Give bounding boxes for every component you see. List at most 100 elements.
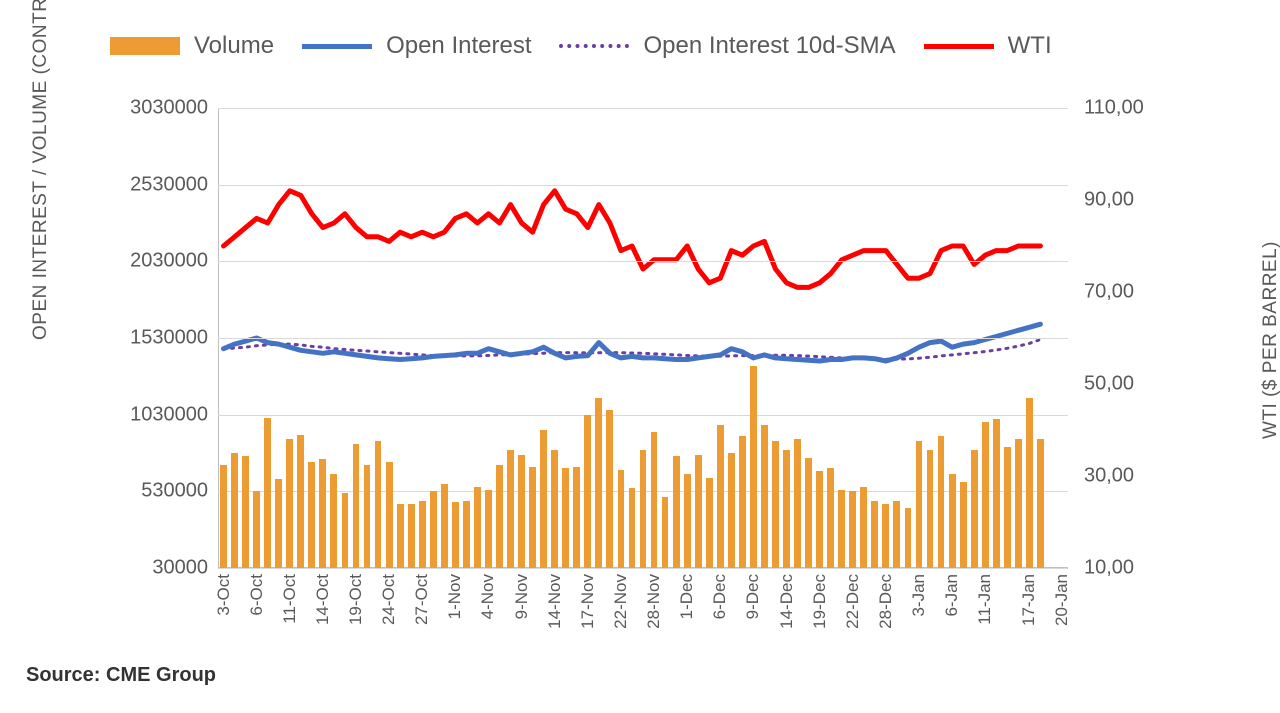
x-tick-label: 4-Nov [478,574,498,619]
y-axis-right-title: WTI ($ PER BARREL) [1260,241,1280,439]
x-tick-label: 22-Dec [843,574,863,629]
x-tick-label: 11-Oct [280,574,300,624]
volume-bar [573,467,580,568]
volume-bar [540,430,547,568]
volume-bar [264,418,271,568]
volume-bar [927,450,934,568]
y-left-tick-label: 2530000 [130,173,208,196]
volume-bar [794,439,801,568]
x-tick-label: 14-Nov [545,574,565,629]
volume-bar [319,459,326,568]
volume-swatch [110,37,180,55]
volume-bar [739,436,746,568]
chart-container: Volume Open Interest Open Interest 10d-S… [0,0,1280,713]
volume-bar [518,455,525,568]
y-left-tick-label: 3030000 [130,97,208,120]
y-left-tick-label: 2030000 [130,250,208,273]
volume-bar [893,501,900,568]
volume-bar [882,504,889,568]
x-tick-label: 20-Jan [1052,574,1072,626]
volume-bar [772,441,779,568]
x-tick-label: 1-Dec [677,574,697,619]
legend-item-volume: Volume [110,32,274,60]
volume-bar [905,508,912,568]
volume-bar [949,474,956,568]
volume-bar [673,456,680,568]
volume-bar [750,366,757,568]
x-tick-label: 17-Nov [578,574,598,629]
volume-bar [916,441,923,568]
x-tick-label: 22-Nov [611,574,631,629]
volume-bar [1004,447,1011,568]
legend-label-open-interest: Open Interest [386,32,531,60]
volume-bar [783,450,790,568]
y-left-tick-label: 1530000 [130,327,208,350]
legend-item-oi-sma: Open Interest 10d-SMA [559,32,895,60]
legend-item-wti: WTI [924,32,1052,60]
volume-bar [397,504,404,568]
oi-sma-swatch [559,44,629,48]
volume-bar [463,501,470,568]
gridline [218,415,1068,416]
volume-bar [375,441,382,568]
x-tick-label: 19-Dec [810,574,830,629]
x-tick-label: 6-Jan [942,574,962,617]
volume-bar [618,470,625,568]
x-tick-label: 14-Oct [313,574,333,625]
x-tick-label: 28-Dec [876,574,896,629]
x-tick-label: 6-Oct [247,574,267,616]
gridline [218,261,1068,262]
volume-bar [728,453,735,568]
volume-bar [717,425,724,568]
volume-bar [474,487,481,568]
volume-bar [253,491,260,568]
x-tick-label: 3-Jan [909,574,929,617]
y-left-tick-label: 1030000 [130,403,208,426]
volume-bar [386,462,393,568]
volume-bar [606,410,613,568]
volume-bar [242,456,249,568]
volume-bar [507,450,514,568]
volume-bar [364,465,371,568]
volume-bar [452,502,459,568]
open-interest-swatch [302,44,372,49]
x-tick-label: 9-Dec [743,574,763,619]
volume-bar [695,455,702,568]
x-tick-label: 1-Nov [445,574,465,619]
open-interest-line [224,324,1041,361]
legend-item-open-interest: Open Interest [302,32,531,60]
volume-bar [419,501,426,568]
volume-bar [684,474,691,568]
volume-bar [485,490,492,568]
volume-bar [584,415,591,568]
x-tick-label: 9-Nov [512,574,532,619]
volume-bar [838,490,845,568]
source-text: Source: CME Group [26,664,216,687]
x-tick-label: 19-Oct [346,574,366,625]
x-tick-label: 6-Dec [710,574,730,619]
volume-bar [860,487,867,568]
x-tick-label: 14-Dec [777,574,797,629]
volume-bar [496,465,503,568]
volume-bar [706,478,713,568]
y-right-tick-label: 70,00 [1084,281,1134,304]
y-right-tick-label: 110,00 [1084,97,1144,120]
volume-bar [286,439,293,568]
volume-bar [640,450,647,568]
volume-bar [1026,398,1033,568]
volume-bar [971,450,978,568]
volume-bar [551,450,558,568]
volume-bar [1037,439,1044,568]
x-tick-label: 24-Oct [379,574,399,625]
volume-bar [629,488,636,568]
gridline [218,185,1068,186]
volume-bar [430,491,437,568]
volume-bar [662,497,669,568]
x-tick-label: 3-Oct [214,574,234,616]
volume-bar [816,471,823,568]
volume-bar [651,432,658,568]
legend-label-oi-sma: Open Interest 10d-SMA [643,32,895,60]
volume-bar [353,444,360,568]
gridline [218,338,1068,339]
x-tick-label: 17-Jan [1019,574,1039,626]
